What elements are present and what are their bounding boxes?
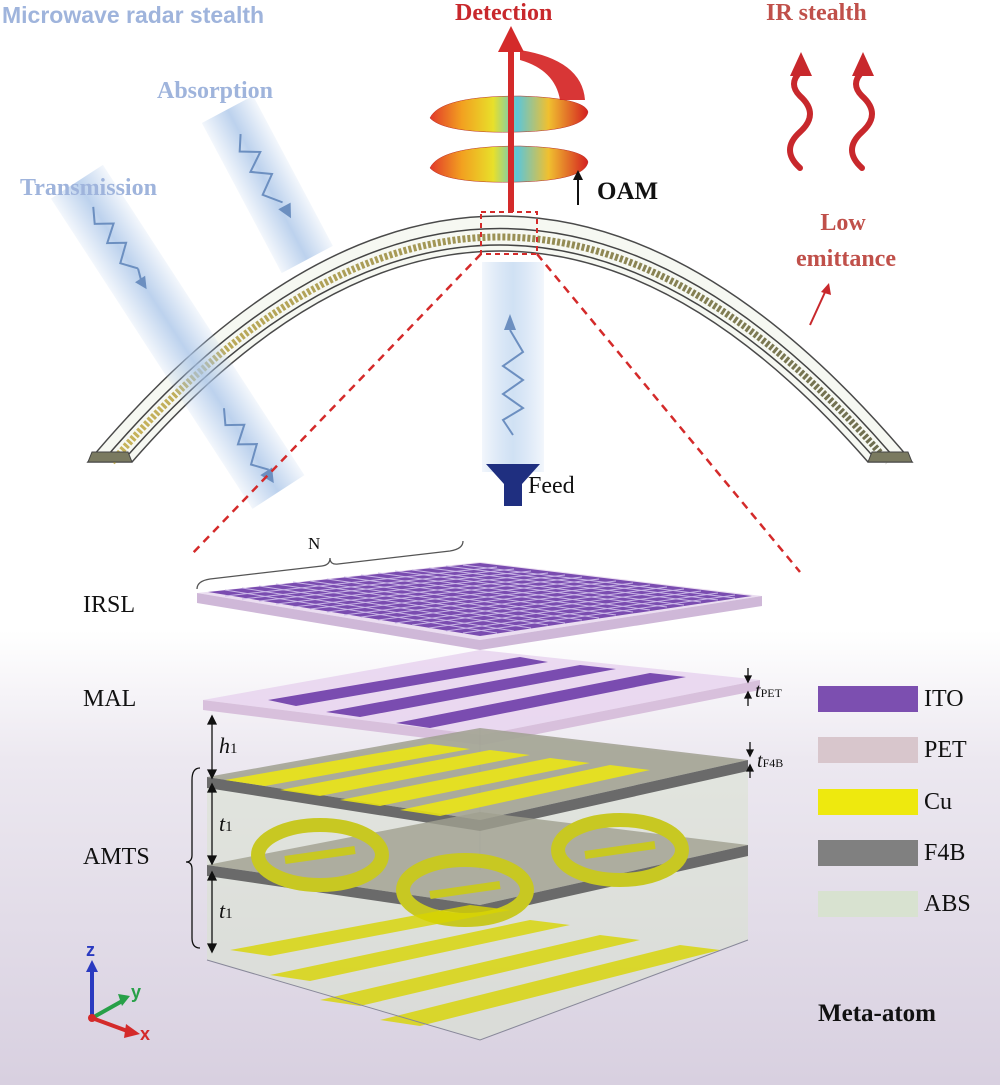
radome-arch	[86, 215, 914, 465]
meta-atom-label: Meta-atom	[818, 1000, 936, 1027]
t1-label-upper: t1	[219, 811, 233, 836]
legend-item-f4b: F4B	[818, 840, 988, 870]
microwave-stealth-title: Microwave radar stealth	[2, 2, 265, 28]
legend-item-abs: ABS	[818, 891, 988, 921]
n-brace	[196, 540, 464, 590]
oam-arrow-icon	[573, 170, 583, 205]
axis-x-label: x	[140, 1024, 151, 1044]
legend-item-cu: Cu	[818, 789, 988, 819]
ir-wave-arrow-icon	[787, 69, 875, 171]
transmission-label: Transmission	[20, 175, 157, 201]
tpet-label: tPET	[755, 680, 782, 702]
ir-arrow-head-2	[852, 52, 874, 76]
legend-swatch	[818, 686, 918, 712]
legend-swatch	[818, 891, 918, 917]
ir-stealth-label: IR stealth	[766, 0, 867, 26]
transmission-beam	[50, 164, 305, 509]
zoom-box	[480, 211, 538, 255]
absorption-beam	[201, 95, 333, 274]
detection-beam	[482, 262, 544, 472]
detection-arrow	[498, 26, 524, 212]
axis-y-label: y	[131, 982, 142, 1002]
legend-label: F4B	[924, 840, 966, 866]
n-label: N	[308, 534, 321, 553]
feed-label: Feed	[528, 473, 575, 499]
amts-block	[206, 728, 749, 1041]
emittance-pointer	[809, 283, 831, 326]
amts-label: AMTS	[83, 844, 150, 870]
emittance-label: emittance	[796, 246, 896, 272]
legend-label: Cu	[924, 789, 953, 815]
legend-item-pet: PET	[818, 737, 988, 767]
legend-label: PET	[924, 737, 967, 763]
feed-horn-icon	[486, 464, 540, 506]
irsl-label: IRSL	[83, 592, 136, 618]
legend-swatch	[818, 789, 918, 815]
axes-icon	[86, 960, 140, 1038]
legend-label: ITO	[924, 686, 964, 712]
mal-layer	[203, 650, 760, 745]
oam-label: OAM	[597, 178, 659, 205]
legend-swatch	[818, 840, 918, 866]
detection-label: Detection	[455, 0, 553, 26]
ir-arrow-head-1	[790, 52, 812, 76]
mal-label: MAL	[83, 686, 137, 712]
low-label: Low	[820, 210, 866, 236]
irsl-layer	[197, 562, 762, 650]
tf4b-label: tF4B	[757, 750, 784, 772]
legend-swatch	[818, 737, 918, 763]
t1-label-lower: t1	[219, 898, 233, 923]
absorption-label: Absorption	[157, 78, 274, 104]
zoom-line-right	[536, 253, 801, 573]
axis-z-label: z	[86, 940, 95, 960]
legend-label: ABS	[924, 891, 971, 917]
legend-item-ito: ITO	[818, 686, 988, 716]
dimension-marks	[185, 668, 755, 954]
h1-label: h1	[219, 733, 238, 758]
